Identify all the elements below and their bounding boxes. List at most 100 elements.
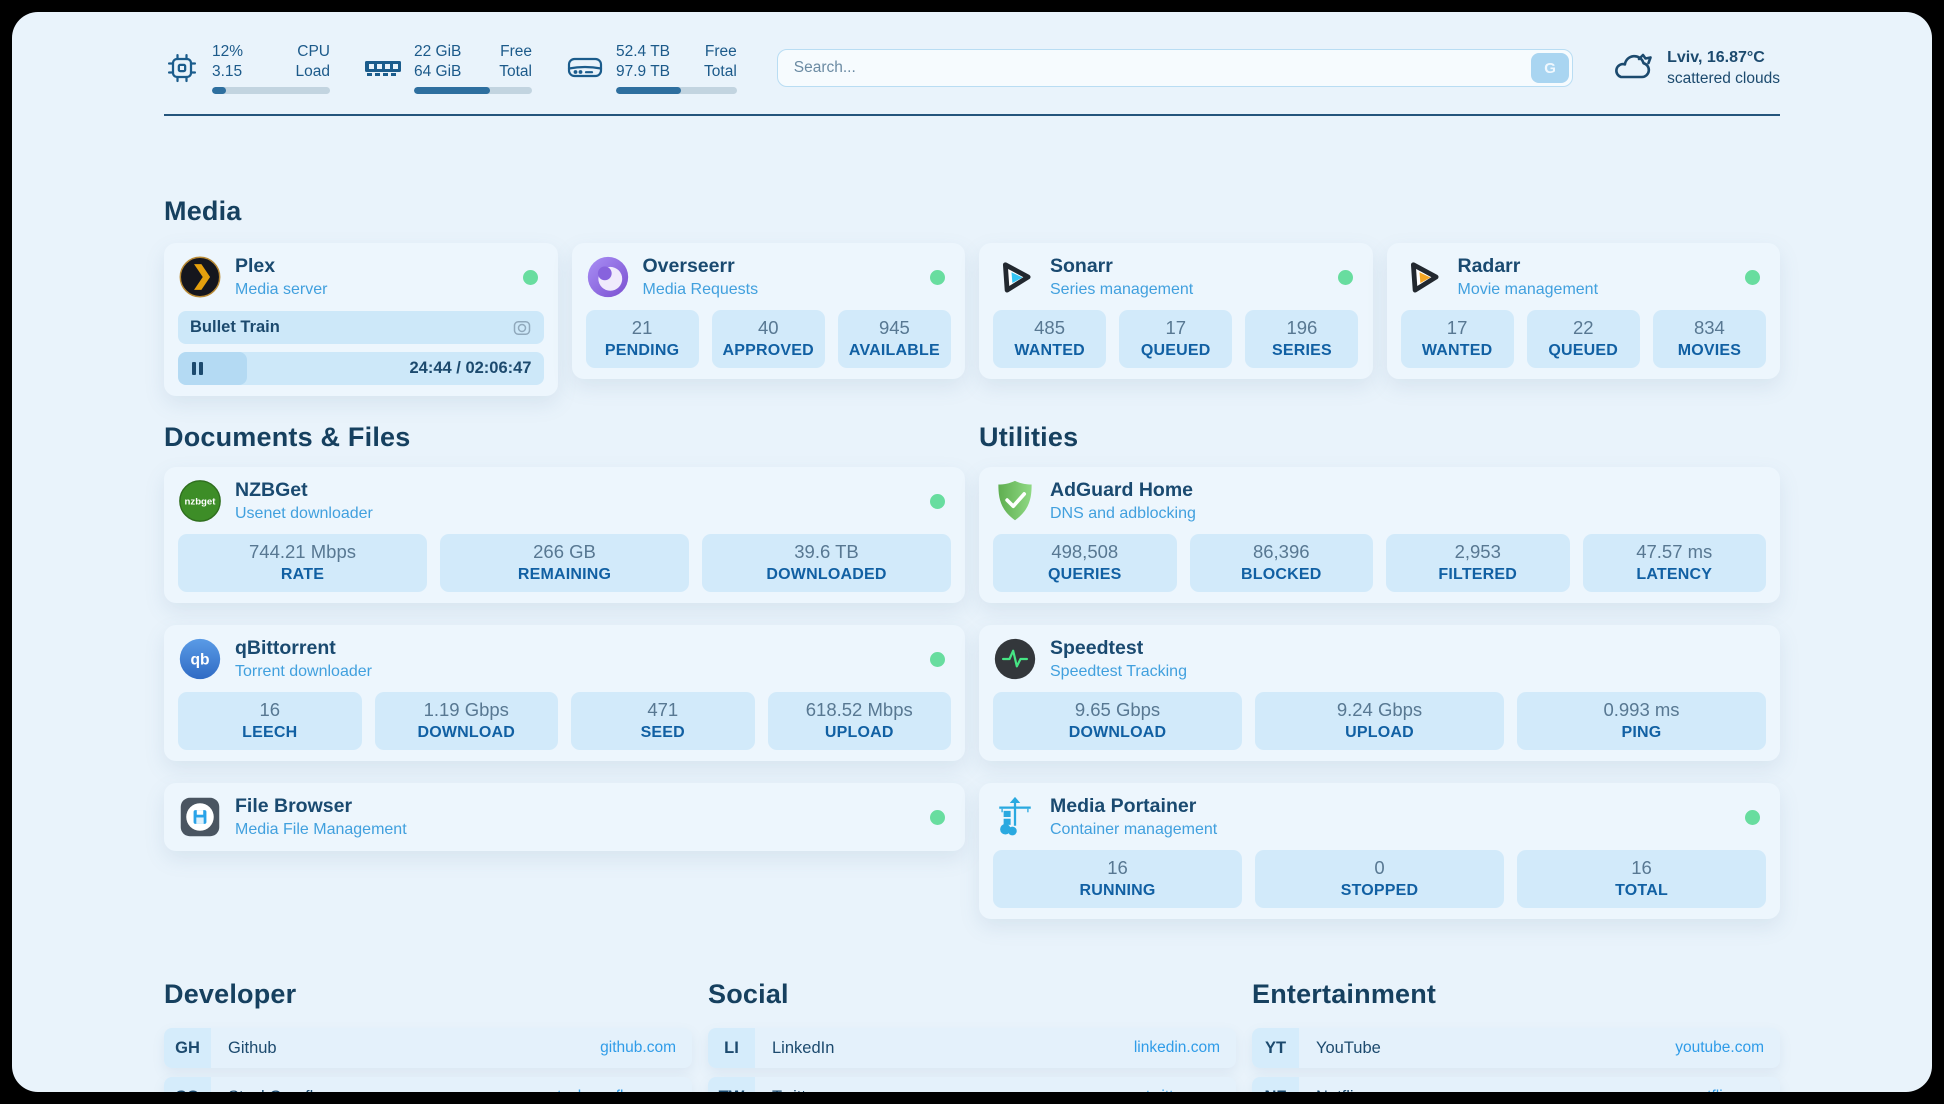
service-subtitle: Usenet downloader: [235, 505, 373, 522]
service-subtitle: Speedtest Tracking: [1050, 663, 1187, 680]
bookmark-name: YouTube: [1316, 1038, 1381, 1057]
overseerr-icon: [586, 255, 630, 299]
service-subtitle: Torrent downloader: [235, 663, 372, 680]
stat-running: 16 RUNNING: [993, 850, 1242, 908]
bookmark-netflix[interactable]: NF Netflix netflix.com: [1252, 1077, 1780, 1092]
status-dot: [930, 493, 945, 509]
topbar-divider: [164, 114, 1780, 116]
stat-wanted: 17 WANTED: [1400, 310, 1514, 368]
cpu-progressbar: [212, 87, 330, 94]
stat-downloaded: 39.6 TB DOWNLOADED: [702, 534, 951, 592]
bookmark-abbr: SO: [164, 1077, 211, 1092]
cpu-label-2: Load: [295, 63, 330, 80]
section-media: Media Plex Media server: [164, 196, 1780, 396]
service-card-qbittorrent[interactable]: qb qBittorrent Torrent downloader 16 LEEC…: [164, 625, 965, 761]
weather-condition: scattered clouds: [1667, 70, 1780, 87]
bookmark-url: youtube.com: [1675, 1039, 1764, 1056]
service-name: AdGuard Home: [1050, 479, 1194, 501]
service-card-filebrowser[interactable]: File Browser Media File Management: [164, 783, 965, 851]
search-input[interactable]: [776, 49, 1574, 87]
stat-total: 16 TOTAL: [1517, 850, 1766, 908]
radarr-icon: [1401, 255, 1445, 299]
search-engine-button[interactable]: G: [1531, 53, 1570, 83]
service-card-sonarr[interactable]: Sonarr Series management 485 WANTED 17 QUE…: [979, 243, 1373, 379]
section-developer: Developer GH Github github.com SO StackO…: [164, 979, 692, 1092]
bookmark-name: LinkedIn: [772, 1038, 835, 1057]
memory-progressbar: [414, 87, 532, 94]
memory-icon: [364, 56, 402, 80]
bookmark-stackoverflow[interactable]: SO StackOverflow stackoverflow.com: [164, 1077, 692, 1092]
cpu-icon: [164, 50, 200, 86]
bookmark-abbr: NF: [1252, 1077, 1299, 1092]
video-icon: [512, 318, 532, 338]
stat-ping: 0.993 ms PING: [1517, 692, 1766, 750]
stat-latency: 47.57 ms LATENCY: [1582, 534, 1766, 592]
cpu-load-avg: 3.15: [212, 63, 243, 80]
service-card-portainer[interactable]: Media Portainer Container management 16 R…: [979, 783, 1780, 919]
bookmark-linkedin[interactable]: LI LinkedIn linkedin.com: [708, 1028, 1236, 1068]
stat-stopped: 0 STOPPED: [1255, 850, 1504, 908]
section-entertainment: Entertainment YT YouTube youtube.com NF …: [1252, 979, 1780, 1092]
service-name: Overseerr: [642, 255, 735, 277]
qbittorrent-icon: qb: [178, 637, 222, 681]
playback-time: 24:44 / 02:06:47: [409, 359, 532, 377]
svg-text:nzbget: nzbget: [185, 497, 217, 508]
cloud-icon: [1611, 49, 1655, 88]
filebrowser-icon: [178, 795, 222, 839]
status-dot: [1337, 269, 1353, 285]
stat-queued: 17 QUEUED: [1119, 310, 1233, 368]
cpu-widget: 12% 3.15 CPU Load: [164, 42, 330, 94]
status-dot: [1745, 809, 1760, 825]
service-subtitle: Series management: [1050, 281, 1194, 298]
service-card-speedtest[interactable]: Speedtest Speedtest Tracking 9.65 Gbps DO…: [979, 625, 1780, 761]
memory-label-1: Free: [500, 43, 532, 60]
stat-approved: 40 APPROVED: [711, 310, 825, 368]
svg-text:qb: qb: [190, 652, 209, 669]
bookmark-abbr: TW: [708, 1077, 755, 1092]
weather-location-temp: Lviv, 16.87°C: [1667, 49, 1765, 66]
memory-widget: 22 GiB 64 GiB Free Total: [364, 42, 532, 94]
bookmark-url: github.com: [600, 1039, 676, 1056]
section-title-developer: Developer: [164, 979, 297, 1009]
stat-filtered: 2,953 FILTERED: [1386, 534, 1570, 592]
service-name: Plex: [235, 255, 276, 277]
bookmark-twitter[interactable]: TW Twitter twitter.com: [708, 1077, 1236, 1092]
service-subtitle: Media server: [235, 281, 328, 298]
bookmark-github[interactable]: GH Github github.com: [164, 1028, 692, 1068]
service-card-nzbget[interactable]: nzbget NZBGet Usenet downloader 744.21 M…: [164, 467, 965, 603]
memory-total: 64 GiB: [414, 63, 462, 80]
bookmark-name: Netflix: [1299, 1088, 1362, 1093]
bookmark-url: linkedin.com: [1133, 1039, 1220, 1056]
section-title-entertainment: Entertainment: [1252, 979, 1437, 1009]
disk-free: 52.4 TB: [616, 43, 671, 60]
service-card-radarr[interactable]: Radarr Movie management 17 WANTED 22 QUEUE…: [1386, 243, 1780, 379]
status-dot: [930, 269, 945, 285]
section-title-media: Media: [164, 196, 242, 226]
disk-icon: [566, 54, 604, 82]
adguard-icon: [993, 479, 1037, 523]
bookmark-abbr: LI: [708, 1028, 755, 1068]
stat-rate: 744.21 Mbps RATE: [178, 534, 427, 592]
weather-widget: Lviv, 16.87°C scattered clouds: [1611, 47, 1780, 89]
bookmark-name: Twitter: [755, 1088, 821, 1093]
dashboard-page: 12% 3.15 CPU Load: [12, 12, 1932, 1092]
pause-icon[interactable]: [192, 362, 203, 375]
nzbget-icon: nzbget: [178, 479, 222, 523]
now-playing-row: Bullet Train: [178, 311, 544, 344]
playback-progressbar: 24:44 / 02:06:47: [178, 352, 544, 385]
service-card-overseerr[interactable]: Overseerr Media Requests 21 PENDING 40 APP…: [571, 243, 965, 379]
service-subtitle: Movie management: [1457, 281, 1599, 298]
service-name: File Browser: [235, 795, 353, 817]
bookmark-youtube[interactable]: YT YouTube youtube.com: [1252, 1028, 1780, 1068]
service-name: NZBGet: [235, 479, 308, 501]
disk-total: 97.9 TB: [616, 63, 671, 80]
bookmark-url: twitter.com: [1146, 1088, 1236, 1092]
memory-label-2: Total: [499, 63, 532, 80]
bookmark-abbr: YT: [1252, 1028, 1299, 1068]
sonarr-icon: [993, 255, 1037, 299]
service-card-adguard[interactable]: AdGuard Home DNS and adblocking 498,508 Q…: [979, 467, 1780, 603]
stat-upload: 618.52 Mbps UPLOAD: [767, 692, 951, 750]
search-bar: G: [776, 49, 1574, 87]
bookmark-name: Github: [228, 1038, 277, 1057]
service-card-plex[interactable]: Plex Media server Bullet Train: [164, 243, 558, 396]
